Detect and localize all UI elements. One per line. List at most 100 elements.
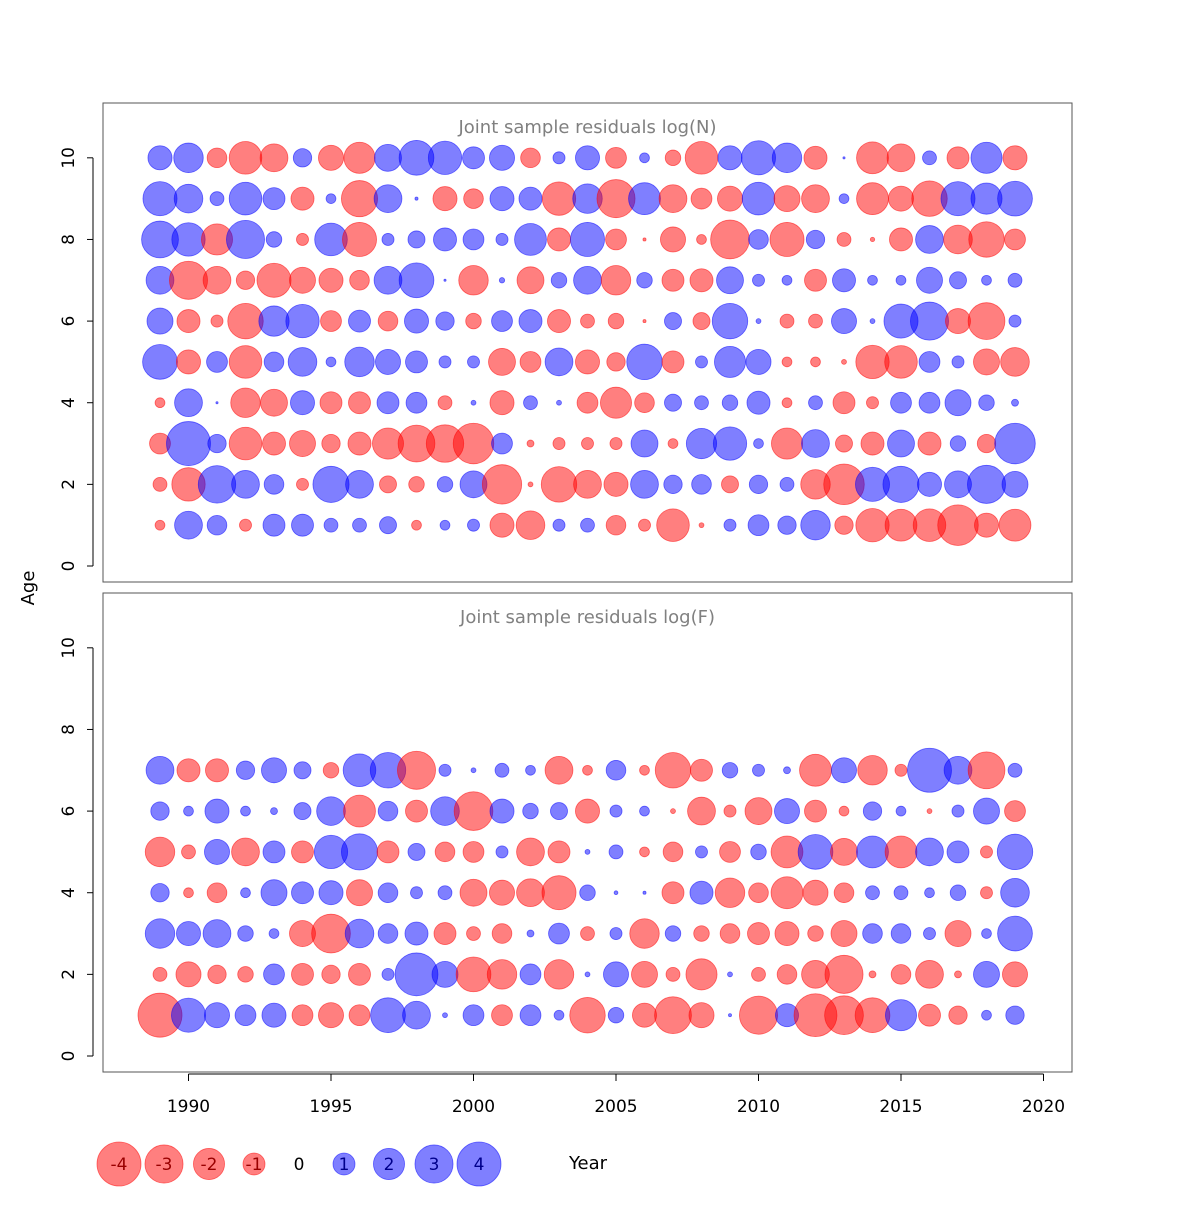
residual-bubble	[777, 515, 797, 535]
residual-bubble	[576, 391, 599, 414]
residual-bubble	[865, 885, 880, 901]
residual-bubble	[1001, 470, 1029, 498]
residual-bubble	[408, 476, 425, 493]
residual-bubble	[381, 967, 395, 981]
residual-bubble	[325, 356, 337, 368]
residual-bubble	[886, 143, 916, 173]
residual-bubble	[728, 1013, 732, 1018]
residual-bubble	[915, 837, 944, 867]
residual-bubble	[466, 926, 481, 941]
residual-bubble	[855, 508, 890, 543]
residual-bubble	[348, 309, 371, 333]
residual-bubble	[540, 466, 578, 503]
residual-bubble	[462, 228, 485, 251]
residual-bubble	[1000, 877, 1030, 908]
residual-bubble	[414, 196, 419, 201]
residual-bubble	[696, 234, 707, 245]
residual-bubble	[553, 1009, 565, 1021]
residual-bubble	[802, 879, 829, 906]
residual-bubble	[915, 960, 944, 989]
residual-bubble	[291, 513, 314, 537]
residual-bubble	[747, 922, 770, 945]
residual-bubble	[321, 964, 341, 984]
residual-bubble	[727, 971, 733, 978]
residual-bubble	[207, 964, 227, 984]
residual-bubble	[202, 919, 232, 948]
residual-bubble	[948, 1005, 968, 1025]
residual-bubble	[152, 967, 168, 982]
residual-bubble	[239, 518, 252, 532]
residual-bubble	[319, 391, 343, 415]
residual-bubble	[548, 922, 570, 945]
residual-bubble	[842, 156, 846, 160]
residual-bubble	[605, 228, 627, 251]
residual-bubble	[915, 225, 944, 254]
residual-bubble	[868, 970, 877, 979]
residual-bubble	[810, 356, 821, 368]
residual-bubble	[656, 508, 690, 542]
residual-bubble	[516, 878, 545, 908]
residual-bubble	[402, 1000, 431, 1030]
residual-bubble	[146, 307, 174, 335]
residual-bubble	[781, 397, 793, 409]
residual-bubble	[375, 348, 401, 375]
x-tick-label: 1990	[167, 1097, 210, 1117]
residual-bubble	[381, 233, 395, 246]
residual-bubble	[290, 390, 315, 416]
residual-bubble	[569, 997, 606, 1034]
residual-bubble	[489, 879, 515, 906]
residual-bubble	[234, 1004, 257, 1027]
residual-bubble	[923, 927, 936, 940]
residual-bubble	[318, 1002, 344, 1029]
residual-bubble	[291, 1004, 314, 1027]
residual-bubble	[285, 304, 320, 339]
residual-bubble	[523, 395, 538, 411]
residual-bubble	[405, 350, 428, 374]
residual-bubble	[973, 348, 1000, 376]
residual-bubble	[1004, 800, 1026, 822]
residual-bubble	[579, 884, 596, 901]
residual-bubble	[774, 921, 800, 946]
residual-bubble	[721, 475, 739, 494]
residual-bubble	[970, 141, 1003, 174]
residual-bubble	[747, 514, 770, 537]
legend-label: 3	[429, 1155, 440, 1175]
residual-bubble	[263, 351, 285, 373]
residual-bubble	[997, 915, 1033, 952]
residual-bubble	[665, 967, 681, 982]
residual-bubble	[636, 272, 653, 289]
residual-bubble	[150, 883, 170, 903]
residual-bubble	[174, 388, 203, 418]
panel-title: Joint sample residuals log(N)	[457, 117, 716, 138]
residual-bubble	[856, 182, 889, 215]
residual-bubble	[377, 923, 399, 944]
residual-bubble	[690, 758, 713, 782]
residual-bubble	[519, 351, 542, 373]
residual-bubble	[664, 149, 682, 166]
residual-bubble	[943, 224, 973, 255]
residual-bubble	[463, 188, 484, 209]
residual-bubble	[830, 920, 858, 947]
residual-bubble	[404, 308, 429, 334]
residual-bubble	[661, 881, 685, 905]
residual-bubble	[262, 513, 286, 537]
residual-bubble	[442, 1012, 448, 1019]
residual-bubble	[855, 344, 890, 379]
residual-bubble	[642, 237, 647, 242]
residual-bubble	[437, 885, 453, 901]
residual-bubble	[144, 836, 176, 868]
residual-bubble	[343, 141, 376, 174]
residual-bubble	[603, 471, 629, 497]
residual-bubble	[154, 397, 166, 409]
residual-bubble	[176, 349, 201, 375]
residual-bubble	[996, 833, 1034, 871]
residual-bubble	[856, 141, 889, 175]
residual-bubble	[432, 186, 458, 212]
residual-bubble	[547, 840, 571, 864]
residual-bubble	[518, 309, 543, 334]
residual-bubble	[258, 305, 290, 337]
legend-label: -4	[111, 1155, 128, 1175]
residual-bubble	[661, 350, 685, 374]
residual-bubble	[235, 270, 256, 290]
residual-bubble	[946, 146, 970, 170]
